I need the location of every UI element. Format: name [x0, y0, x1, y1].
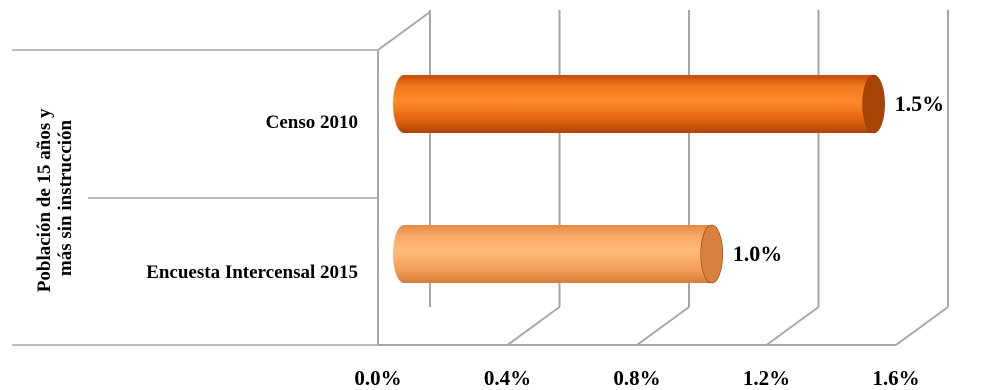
x-tick-label: 1.2% — [743, 366, 790, 390]
x-tick-label: 0.4% — [484, 366, 531, 390]
gridline-depth — [636, 306, 690, 346]
bar-end-cap — [862, 74, 885, 134]
gridline-depth — [506, 306, 561, 346]
gridline-depth — [895, 306, 949, 346]
group-label-line-1: Población de 15 años y — [34, 108, 55, 292]
category-label: Censo 2010 — [266, 112, 358, 133]
bar-base-cap — [393, 225, 415, 283]
group-label-line-2: más sin instrucción — [55, 119, 76, 276]
bar — [404, 75, 874, 133]
top-depth-edge — [377, 11, 431, 51]
bars-layer — [393, 74, 885, 284]
bar — [404, 225, 712, 283]
data-label: 1.0% — [733, 241, 783, 266]
x-tick-label: 0.8% — [613, 366, 660, 390]
x-tick-label: 0.0% — [354, 366, 401, 390]
group-label: Población de 15 años y más sin instrucci… — [34, 104, 76, 292]
x-tick-label: 1.6% — [872, 366, 919, 390]
bar-base-cap — [393, 75, 415, 133]
category-label: Encuesta Intercensal 2015 — [146, 262, 358, 283]
data-label: 1.5% — [895, 91, 945, 116]
gridline-depth — [765, 306, 820, 346]
grid-layer — [12, 10, 949, 346]
labels-layer: Población de 15 años y más sin instrucci… — [34, 91, 944, 390]
bar-end-cap — [700, 224, 724, 284]
